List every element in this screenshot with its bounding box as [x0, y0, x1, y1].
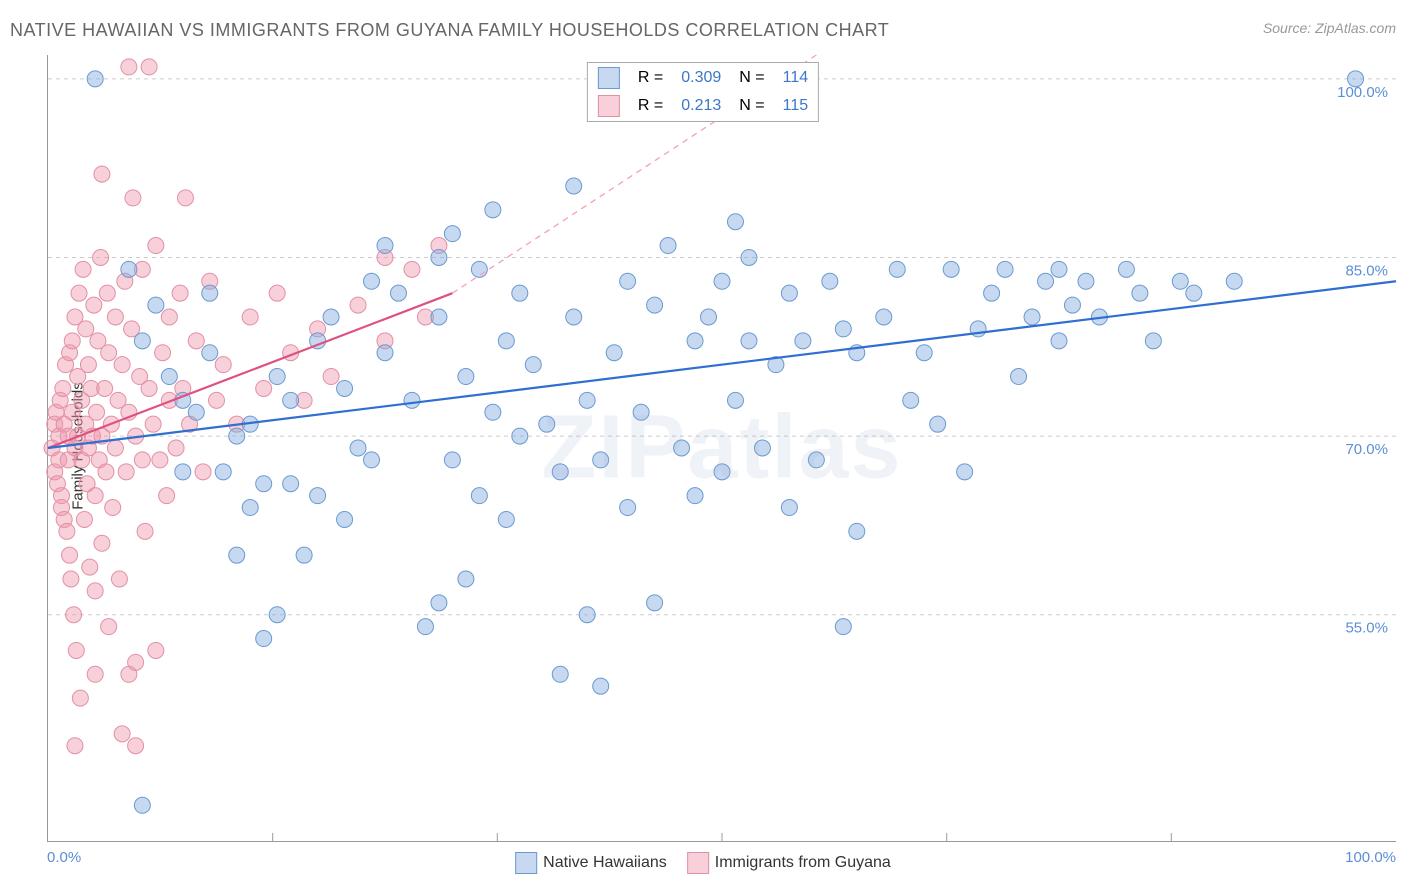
legend-label-pink: Immigrants from Guyana — [715, 854, 891, 872]
chart-title: NATIVE HAWAIIAN VS IMMIGRANTS FROM GUYAN… — [10, 20, 889, 41]
bottom-legend: Native Hawaiians Immigrants from Guyana — [515, 852, 891, 874]
stats-legend: R = 0.309 N = 114 R = 0.213 N = 115 — [587, 62, 819, 122]
x-tick-min: 0.0% — [47, 849, 81, 866]
legend-item-blue: Native Hawaiians — [515, 852, 667, 874]
legend-label-blue: Native Hawaiians — [543, 854, 667, 872]
stats-row-blue: R = 0.309 N = 114 — [590, 65, 816, 91]
stat-value-n-blue: 114 — [775, 65, 817, 91]
stat-label-n: N = — [731, 93, 772, 119]
stat-label-n: N = — [731, 65, 772, 91]
svg-text:100.0%: 100.0% — [1337, 84, 1388, 101]
plot-area: ZIPatlas 55.0%70.0%85.0%100.0% — [47, 55, 1396, 842]
legend-swatch-blue — [515, 852, 537, 874]
stats-row-pink: R = 0.213 N = 115 — [590, 93, 816, 119]
legend-swatch-pink — [687, 852, 709, 874]
stat-label-r: R = — [630, 93, 671, 119]
swatch-pink — [598, 95, 620, 117]
legend-item-pink: Immigrants from Guyana — [687, 852, 891, 874]
x-tick-max: 100.0% — [1345, 849, 1396, 866]
stat-value-r-blue: 0.309 — [673, 65, 729, 91]
source-attribution: Source: ZipAtlas.com — [1263, 20, 1396, 36]
svg-text:85.0%: 85.0% — [1345, 262, 1388, 279]
swatch-blue — [598, 67, 620, 89]
chart-svg: 55.0% 70.0% 85.0% 100.0% — [48, 55, 1396, 841]
stat-label-r: R = — [630, 65, 671, 91]
svg-text:70.0%: 70.0% — [1345, 441, 1388, 458]
stat-value-n-pink: 115 — [775, 93, 817, 119]
stat-value-r-pink: 0.213 — [673, 93, 729, 119]
svg-text:55.0%: 55.0% — [1345, 620, 1388, 637]
